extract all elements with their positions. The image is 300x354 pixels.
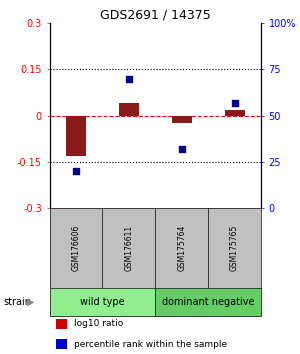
Bar [172, 116, 192, 124]
Text: GSM175765: GSM175765 [230, 225, 239, 272]
Text: log10 ratio: log10 ratio [74, 319, 123, 328]
Bar [66, 116, 86, 156]
Point [179, 146, 184, 152]
Point [74, 169, 78, 174]
Bar [119, 103, 139, 116]
Bar [155, 288, 261, 316]
Bar [56, 339, 68, 349]
Point [126, 76, 131, 81]
Text: strain: strain [3, 297, 31, 307]
Text: percentile rank within the sample: percentile rank within the sample [74, 340, 227, 349]
Bar [50, 288, 155, 316]
Text: GSM176611: GSM176611 [124, 225, 133, 271]
Text: ▶: ▶ [27, 297, 34, 307]
Text: wild type: wild type [80, 297, 125, 307]
Text: GSM176606: GSM176606 [71, 225, 80, 272]
Text: dominant negative: dominant negative [162, 297, 254, 307]
Bar [56, 319, 68, 329]
Point [232, 100, 237, 105]
Text: GSM175764: GSM175764 [177, 225, 186, 272]
Title: GDS2691 / 14375: GDS2691 / 14375 [100, 9, 211, 22]
Bar [224, 110, 244, 116]
